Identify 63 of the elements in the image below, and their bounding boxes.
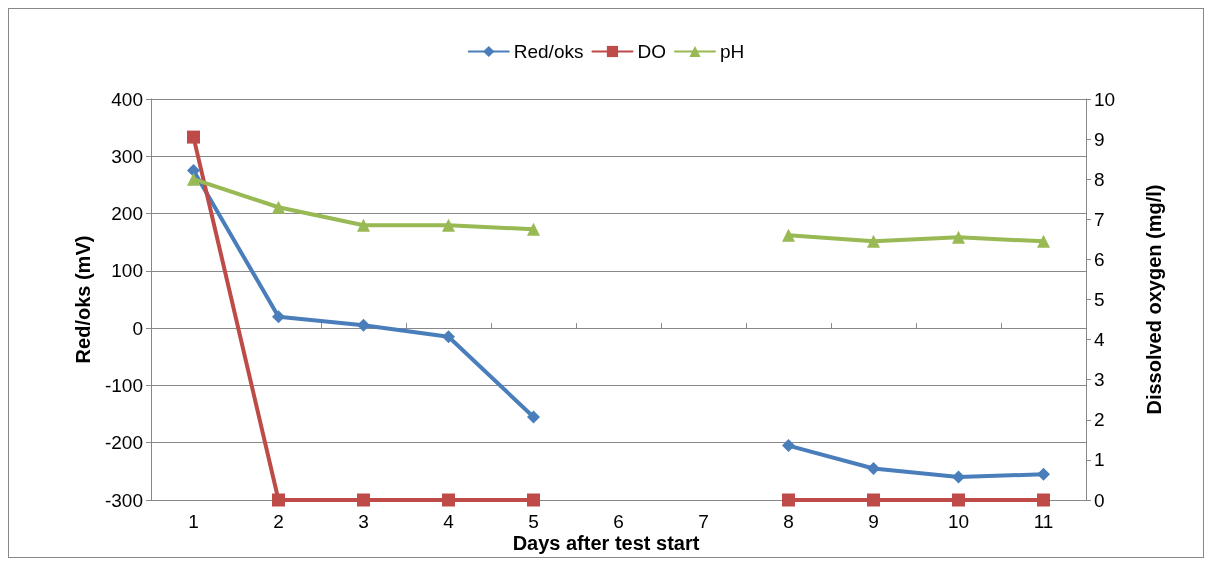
y2-tick-label: 2 <box>1094 409 1105 431</box>
y-tick-label: 300 <box>111 145 143 167</box>
y2-tick-label: 4 <box>1094 329 1105 351</box>
y2-tick-label: 1 <box>1094 449 1105 471</box>
point <box>187 164 200 178</box>
y-tick-label: 0 <box>132 317 143 339</box>
y2-tick-label: 3 <box>1094 369 1105 391</box>
point <box>1037 234 1050 248</box>
point <box>442 493 455 507</box>
x-tick-label: 8 <box>783 511 794 532</box>
point <box>782 439 795 453</box>
point <box>782 228 795 242</box>
x-tick-label: 4 <box>443 511 455 532</box>
y-tick-label: -100 <box>104 374 143 396</box>
point <box>1037 493 1050 507</box>
point <box>1037 467 1050 481</box>
point <box>272 493 285 507</box>
y2-tick-label: 8 <box>1094 168 1105 190</box>
y-tick-label: -300 <box>104 489 143 511</box>
x-axis-title: Days after test start <box>512 532 700 554</box>
legend-label: Red/oks <box>513 41 584 62</box>
x-tick-label: 3 <box>358 511 369 532</box>
point <box>272 310 285 324</box>
point <box>867 461 880 475</box>
x-tick-label: 2 <box>273 511 284 532</box>
x-tick-label: 11 <box>1033 511 1054 532</box>
y-tick-label: -200 <box>104 432 143 454</box>
point <box>527 222 540 236</box>
point <box>867 493 880 507</box>
y-tick-label: 200 <box>111 203 143 225</box>
point <box>357 218 370 232</box>
point <box>952 230 965 244</box>
x-tick-label: 9 <box>868 511 879 532</box>
y2-axis-title: Dissolved oxygen (mg/l) <box>1143 184 1165 415</box>
x-tick-label: 10 <box>947 511 970 532</box>
point <box>187 130 200 144</box>
point <box>527 410 540 424</box>
y2-tick-label: 10 <box>1094 88 1116 110</box>
point <box>357 318 370 332</box>
point <box>187 172 200 186</box>
point <box>867 234 880 248</box>
y2-tick-label: 0 <box>1094 489 1105 511</box>
point <box>442 218 455 232</box>
point <box>527 493 540 507</box>
point <box>952 470 965 484</box>
y-axis-title: Red/oks (mV) <box>72 235 94 364</box>
y2-tick-label: 5 <box>1094 289 1105 310</box>
x-tick-label: 6 <box>613 511 624 532</box>
x-tick-label: 7 <box>698 511 709 532</box>
legend-label: pH <box>719 41 745 62</box>
point <box>952 493 965 507</box>
point <box>272 200 285 214</box>
y-tick-label: 100 <box>111 260 143 282</box>
legend-label: DO <box>637 41 666 62</box>
point <box>357 493 370 507</box>
y2-tick-label: 6 <box>1094 248 1105 270</box>
point <box>782 493 795 507</box>
y2-tick-label: 9 <box>1094 128 1105 150</box>
x-tick-label: 5 <box>528 511 539 532</box>
y-tick-label: 400 <box>111 88 143 110</box>
x-tick-label: 1 <box>188 511 199 532</box>
point <box>442 330 455 344</box>
y2-tick-label: 7 <box>1094 208 1105 230</box>
